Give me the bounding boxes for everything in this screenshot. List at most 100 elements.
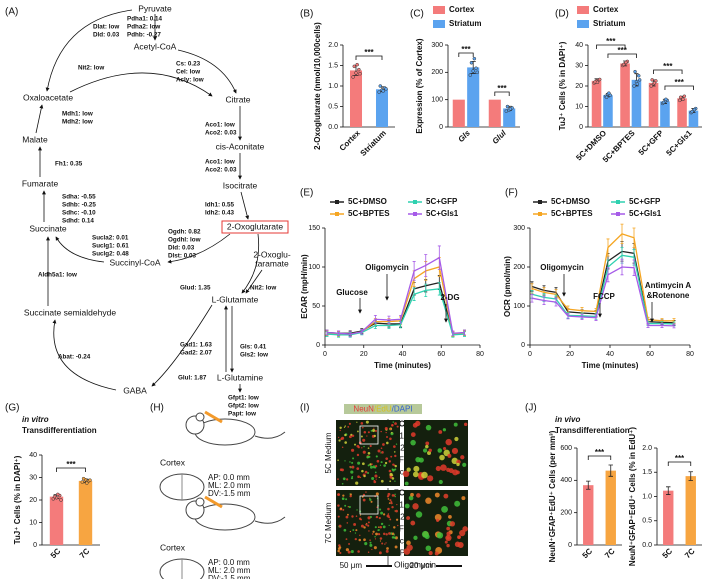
cell — [422, 448, 428, 453]
cell — [462, 526, 468, 532]
data-point — [692, 107, 697, 112]
cell — [406, 467, 411, 472]
cell — [446, 543, 450, 548]
cell — [443, 493, 449, 499]
y-tick-label: 0 — [521, 342, 525, 349]
cell — [355, 481, 359, 485]
cell — [384, 543, 386, 545]
error-bar — [608, 464, 613, 477]
y-tick-label: 0 — [568, 542, 572, 549]
cell — [359, 476, 362, 479]
enzyme-label: Papt: low — [228, 411, 256, 418]
cell — [357, 446, 360, 449]
bar — [467, 67, 480, 127]
panel-label: (I) — [300, 403, 309, 414]
significance-label: *** — [675, 454, 685, 463]
cell — [380, 479, 384, 483]
cell — [361, 447, 363, 449]
significance-label: *** — [364, 48, 374, 57]
x-tick-label: 5C+Gls1 — [664, 128, 694, 158]
cell — [337, 478, 339, 480]
significance-bracket — [458, 52, 474, 57]
y-tick-label: 0 — [33, 542, 37, 549]
cell — [339, 429, 341, 432]
cell — [378, 517, 381, 520]
cell — [349, 465, 352, 468]
error-bar — [325, 329, 329, 336]
cell — [372, 429, 376, 433]
cell — [374, 429, 377, 433]
panel-label: (E) — [300, 188, 313, 199]
mouse-ear — [195, 497, 205, 507]
cell — [394, 493, 396, 496]
cell — [352, 529, 355, 531]
cell — [434, 492, 440, 498]
chart-subtitle: Transdifferentiation — [22, 426, 97, 435]
cell — [435, 466, 441, 472]
cell — [382, 443, 385, 446]
cell — [356, 421, 358, 423]
bar — [375, 89, 389, 127]
cell — [345, 498, 348, 501]
cell — [437, 448, 443, 453]
cell — [454, 500, 461, 507]
cell — [395, 443, 398, 445]
y-tick-label: 30 — [29, 474, 37, 481]
cell — [387, 507, 390, 511]
significance-bracket — [596, 44, 626, 49]
error-bar — [620, 223, 624, 244]
error-bar — [463, 329, 466, 336]
cell — [347, 506, 349, 508]
cell — [436, 518, 440, 522]
legend-marker — [413, 200, 417, 204]
enzyme-label: Glul: 1.87 — [178, 375, 207, 382]
cell — [365, 420, 369, 424]
cell — [384, 461, 388, 465]
enzyme-label: Gad1: 1.63 — [180, 342, 212, 349]
bar — [605, 470, 616, 545]
significance-label: *** — [595, 448, 605, 457]
error-bar — [632, 259, 636, 276]
cell — [367, 431, 370, 434]
y-axis-label: OCR (pmol/min) — [503, 256, 512, 317]
metabolite: Pyruvate — [138, 3, 172, 13]
enzyme-label: Aco1: low — [205, 159, 235, 166]
cell — [406, 540, 411, 546]
y-tick-label: 2.0 — [328, 42, 338, 49]
enzyme-label: Gfpt2: low — [228, 403, 259, 410]
cell — [439, 454, 445, 461]
cell — [352, 457, 355, 460]
error-bar — [451, 330, 455, 337]
data-point — [378, 84, 383, 88]
enzyme-label: Sucla2: 0.01 — [92, 235, 129, 242]
error-bar — [424, 254, 428, 277]
cell — [434, 551, 439, 556]
cell — [346, 478, 349, 481]
cell — [408, 495, 414, 501]
data-point — [682, 94, 687, 98]
cell — [346, 522, 349, 524]
error-bar — [594, 314, 598, 321]
data-point — [377, 90, 381, 94]
data-point — [632, 84, 636, 88]
legend-marker — [616, 212, 620, 216]
highlight-box — [221, 220, 289, 234]
cell — [362, 438, 366, 442]
error-bar — [688, 471, 693, 481]
pathway-arrow — [55, 236, 105, 263]
data-point — [678, 95, 683, 100]
pathway-arrow — [167, 233, 231, 264]
cell — [344, 441, 347, 444]
enzyme-label: Aco1: low — [205, 122, 235, 129]
cell — [456, 470, 460, 475]
cell — [459, 529, 466, 537]
enzyme-label: Suclg2: 0.48 — [92, 251, 129, 258]
y-tick-label: 100 — [308, 264, 320, 271]
significance-label: *** — [66, 460, 76, 469]
cell — [363, 526, 366, 529]
metabolite: Succinate — [29, 223, 67, 233]
cell — [410, 492, 414, 497]
y-tick-label: 100 — [431, 97, 443, 104]
